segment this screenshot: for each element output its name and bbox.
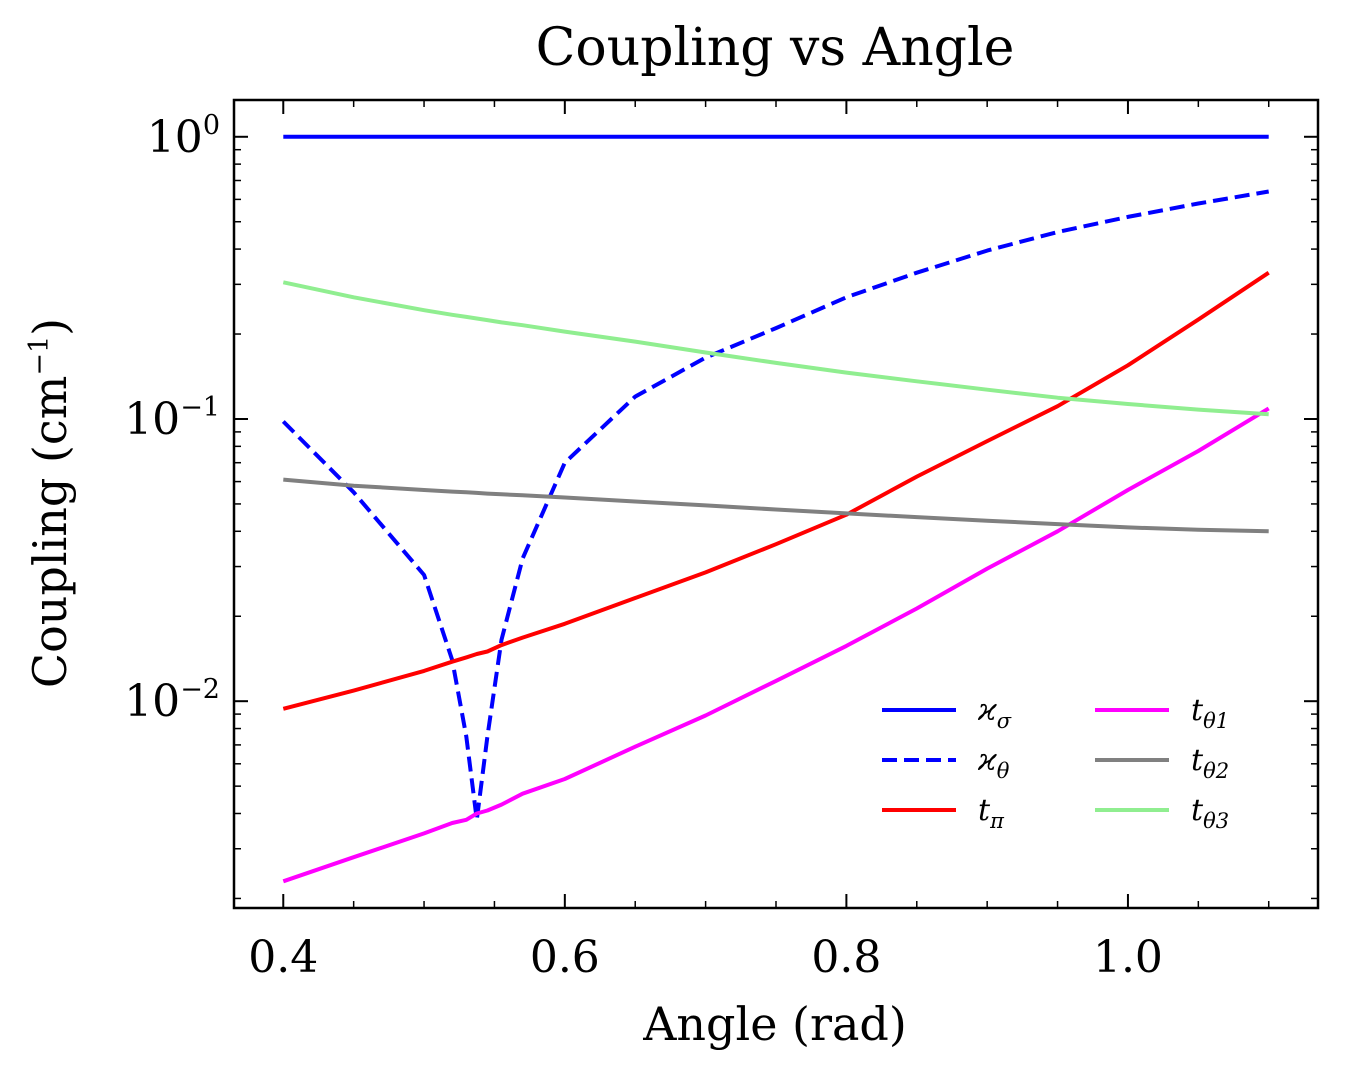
y-tick-label-base: 10 <box>147 112 203 163</box>
legend-label-subscript: σ <box>997 709 1012 733</box>
legend-label-base: t <box>1191 793 1204 828</box>
legend-label: tπ <box>978 793 1005 833</box>
series-line-ϰ-θ <box>281 189 1270 822</box>
chart-title: Coupling vs Angle <box>536 18 1015 78</box>
y-tick-label-base: 10 <box>124 394 180 445</box>
y-tick-label: 10−2 <box>124 674 220 727</box>
legend-label-base: t <box>1191 693 1204 728</box>
series-line-t-θ3 <box>282 280 1269 417</box>
x-tick-label: 0.4 <box>248 932 318 983</box>
y-axis-label-close: ) <box>23 318 77 336</box>
y-tick-label: 100 <box>147 110 220 163</box>
y-tick-label-exponent: 0 <box>203 110 220 141</box>
y-tick-label: 10−1 <box>124 392 220 445</box>
y-tick-label-base: 10 <box>124 676 180 727</box>
legend-label-subscript: θ <box>997 759 1010 783</box>
series-line-t-θ2 <box>283 477 1269 534</box>
legend-label-subscript: π <box>989 809 1005 833</box>
legend-label-subscript: θ1 <box>1203 709 1229 733</box>
y-axis-label-main: Coupling (cm <box>23 376 77 688</box>
y-tick-label-exponent: −1 <box>180 392 220 423</box>
legend-label: tθ1 <box>1191 693 1229 733</box>
legend-label-base: ϰ <box>977 743 997 778</box>
legend-label-subscript: θ2 <box>1203 759 1229 783</box>
legend-label: ϰθ <box>977 743 1010 783</box>
legend-label: tθ3 <box>1191 793 1229 833</box>
legend-label-base: ϰ <box>977 693 997 728</box>
x-tick-label: 0.6 <box>530 932 600 983</box>
legend-label: ϰσ <box>977 693 1012 733</box>
legend-label: tθ2 <box>1191 743 1229 783</box>
series-line-t-π <box>282 271 1270 711</box>
y-axis-label-group: Coupling (cm−1) <box>23 318 77 688</box>
y-axis-label-exponent: −1 <box>24 336 55 376</box>
series-line-t-θ1 <box>282 406 1270 884</box>
x-axis-label: Angle (rad) <box>642 997 907 1051</box>
legend-label-base: t <box>978 793 991 828</box>
series-group <box>281 134 1270 884</box>
y-tick-label-exponent: −2 <box>180 674 220 705</box>
x-tick-label: 0.8 <box>811 932 881 983</box>
legend-label-subscript: θ3 <box>1203 809 1229 833</box>
x-tick-label: 1.0 <box>1093 932 1163 983</box>
legend-label-base: t <box>1191 743 1204 778</box>
y-axis-label: Coupling (cm−1) <box>23 318 77 688</box>
